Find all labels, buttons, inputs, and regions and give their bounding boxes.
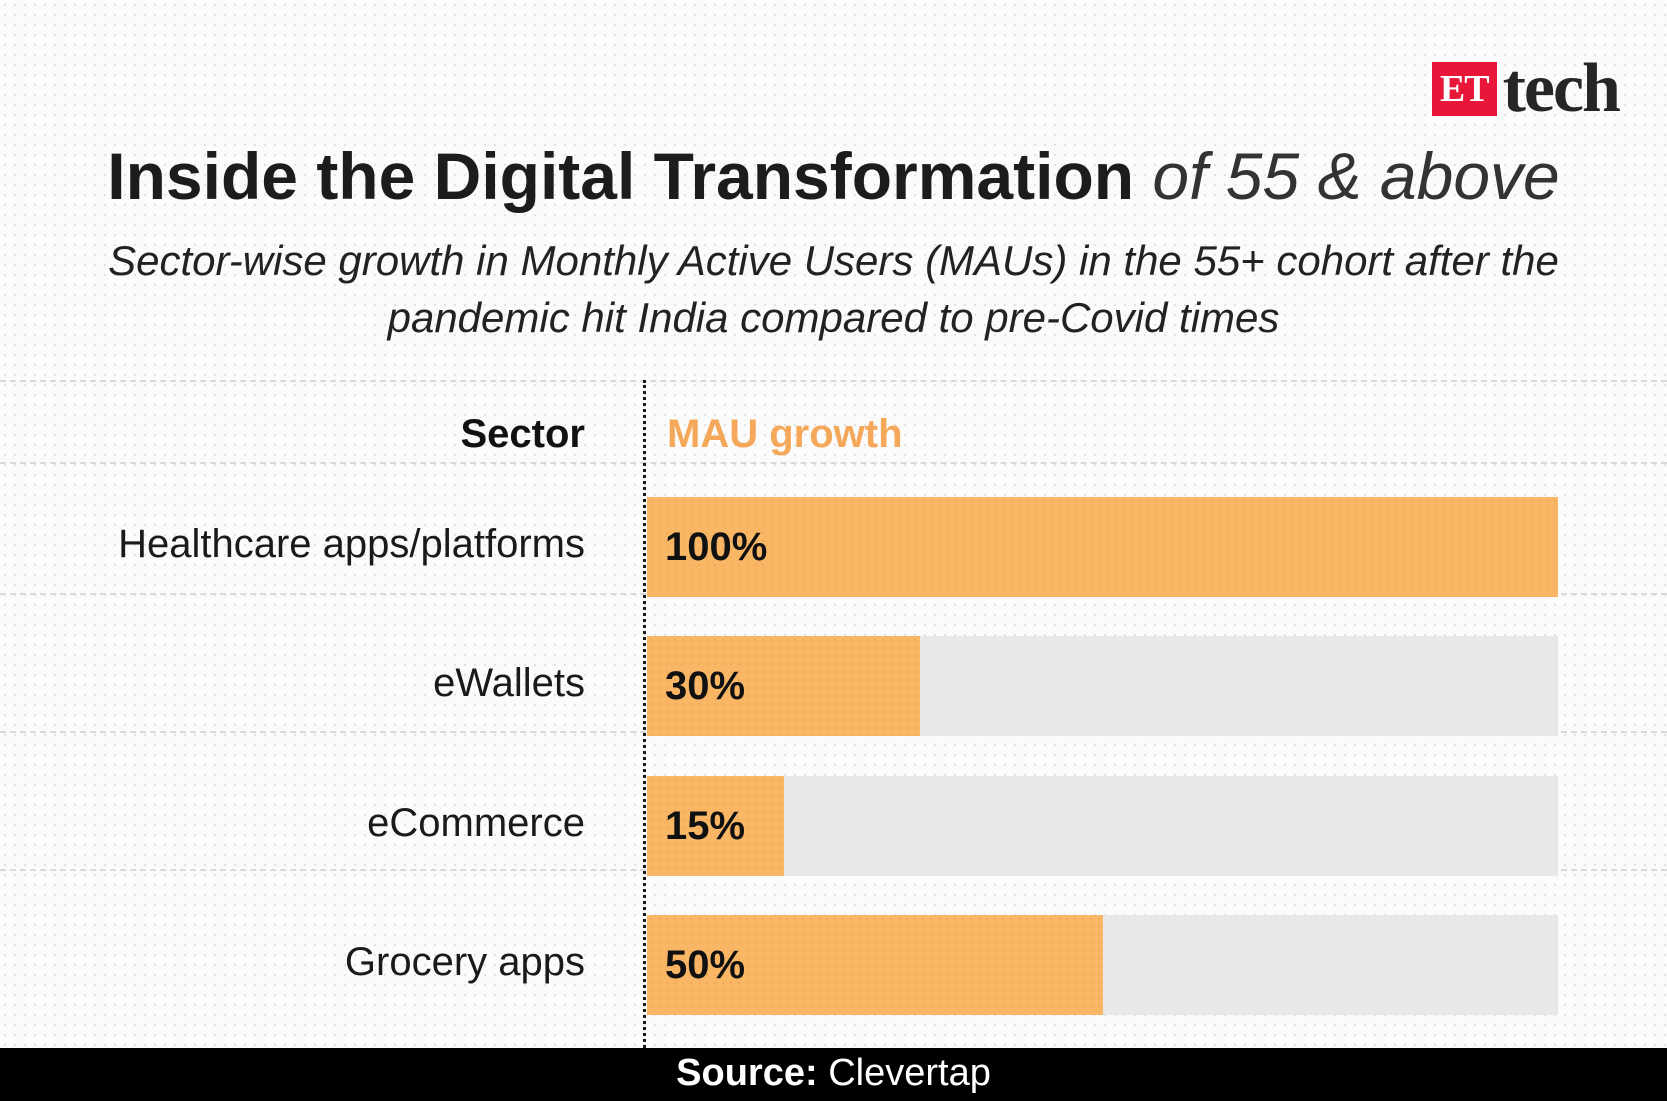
data-label: 100%: [665, 525, 768, 569]
bar: [647, 636, 920, 736]
data-label: 30%: [665, 664, 746, 708]
divider-top: [0, 380, 1667, 382]
column-header-sector: Sector: [460, 412, 586, 456]
bar-row: 50%: [647, 915, 1558, 1015]
category-label: Grocery apps: [344, 940, 585, 984]
category-label: Healthcare apps/platforms: [118, 522, 585, 566]
logo-et-mark: ET: [1431, 62, 1497, 116]
bar: [647, 776, 784, 876]
bar-row: 100%: [647, 497, 1558, 597]
source-footer: Source: Clevertap: [0, 1048, 1667, 1101]
chart-subtitle: Sector-wise growth in Monthly Active Use…: [108, 237, 1559, 341]
category-label: eWallets: [433, 661, 585, 705]
source-value: Clevertap: [828, 1052, 991, 1094]
chart-axis-line: [643, 380, 646, 1048]
data-label: 15%: [665, 804, 746, 848]
data-label: 50%: [665, 943, 746, 987]
chart-title-light: of 55 & above: [1152, 139, 1560, 213]
category-label: eCommerce: [367, 801, 585, 845]
bar-track: [647, 776, 1558, 876]
bar: [647, 497, 1558, 597]
chart-title: Inside the Digital Transformation of 55 …: [0, 138, 1667, 214]
source-label: Source:: [676, 1052, 818, 1094]
bar: [647, 915, 1103, 1015]
bar-row: 15%: [647, 776, 1558, 876]
et-tech-logo: ET tech: [1431, 50, 1621, 127]
bar-row: 30%: [647, 636, 1558, 736]
column-header-mau-growth: MAU growth: [667, 412, 903, 456]
divider-header: [0, 462, 1667, 464]
chart-title-main: Inside the Digital Transformation: [107, 139, 1135, 213]
logo-tech-wordmark: tech: [1502, 50, 1621, 127]
